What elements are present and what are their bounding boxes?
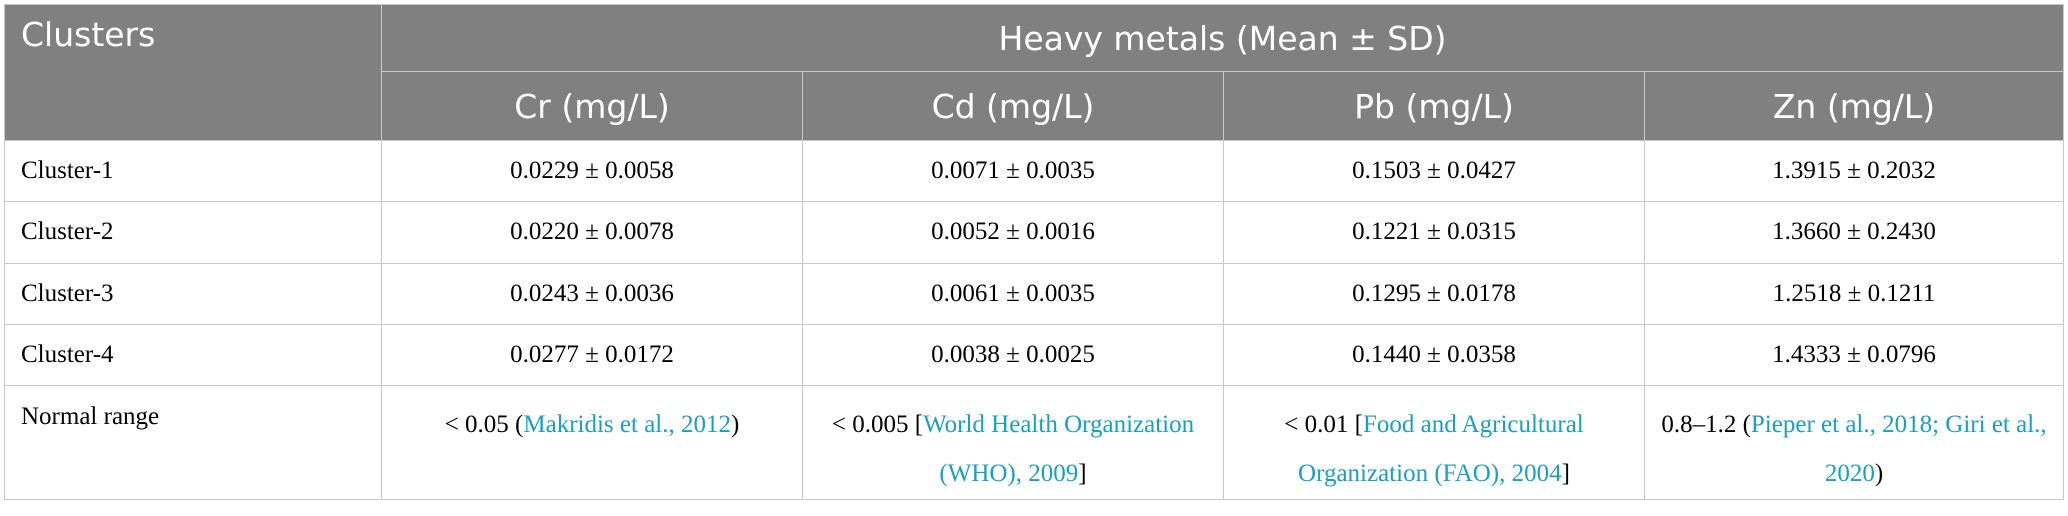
cd-value-cell: 0.0038 ± 0.0025	[802, 323, 1224, 387]
pb-value-cell: 0.1440 ± 0.0358	[1223, 323, 1645, 387]
normal-range-row: Normal range < 0.05 (Makridis et al., 20…	[4, 385, 2064, 500]
cr-column-header: Cr (mg/L)	[381, 71, 803, 141]
table-row: Cluster-4 0.0277 ± 0.0172 0.0038 ± 0.002…	[4, 323, 2064, 387]
cr-normal-range-cell: < 0.05 (Makridis et al., 2012)	[381, 385, 803, 500]
row-label: Cluster-3	[4, 262, 382, 325]
citation-link-makridis[interactable]: Makridis et al., 2012	[523, 411, 731, 439]
cd-normal-range-cell: < 0.005 [World Health Organization (WHO)…	[802, 385, 1224, 500]
range-value: < 0.05 (	[444, 411, 524, 439]
heavy-metals-table: Clusters Heavy metals (Mean ± SD) Cr (mg…	[4, 4, 2064, 500]
heavy-metals-group-header: Heavy metals (Mean ± SD)	[381, 4, 2064, 72]
clusters-column-header: Clusters	[4, 4, 382, 141]
pb-column-header: Pb (mg/L)	[1223, 71, 1645, 141]
cr-value-cell: 0.0220 ± 0.0078	[381, 201, 803, 264]
range-value: < 0.005 [	[831, 411, 924, 439]
cd-value-cell: 0.0052 ± 0.0016	[802, 201, 1224, 264]
range-close: )	[1874, 460, 1884, 488]
zn-value-cell: 1.3660 ± 0.2430	[1644, 201, 2064, 264]
range-close: ]	[1561, 460, 1570, 488]
pb-value-cell: 0.1221 ± 0.0315	[1223, 201, 1645, 264]
pb-normal-range-cell: < 0.01 [Food and Agricultural Organizati…	[1223, 385, 1645, 500]
range-close: ]	[1078, 460, 1087, 488]
range-value: 0.8–1.2 (	[1661, 411, 1751, 439]
zn-value-cell: 1.3915 ± 0.2032	[1644, 139, 2064, 203]
table-row: Cluster-3 0.0243 ± 0.0036 0.0061 ± 0.003…	[4, 262, 2064, 325]
row-label: Normal range	[4, 385, 382, 500]
table-header: Clusters Heavy metals (Mean ± SD) Cr (mg…	[4, 4, 2064, 141]
pb-value-cell: 0.1295 ± 0.0178	[1223, 262, 1645, 325]
heavy-metals-table-container: Clusters Heavy metals (Mean ± SD) Cr (mg…	[4, 4, 2064, 500]
cr-value-cell: 0.0277 ± 0.0172	[381, 323, 803, 387]
cr-value-cell: 0.0229 ± 0.0058	[381, 139, 803, 203]
range-value: < 0.01 [	[1284, 411, 1363, 439]
citation-link-who[interactable]: World Health Organization (WHO), 2009	[923, 411, 1195, 488]
zn-value-cell: 1.4333 ± 0.0796	[1644, 323, 2064, 387]
range-close: )	[730, 411, 740, 439]
citation-link-pieper-giri[interactable]: Pieper et al., 2018; Giri et al., 2020	[1750, 411, 2047, 488]
cd-column-header: Cd (mg/L)	[802, 71, 1224, 141]
pb-value-cell: 0.1503 ± 0.0427	[1223, 139, 1645, 203]
zn-column-header: Zn (mg/L)	[1644, 71, 2064, 141]
cd-value-cell: 0.0071 ± 0.0035	[802, 139, 1224, 203]
row-label: Cluster-1	[4, 139, 382, 203]
zn-normal-range-cell: 0.8–1.2 (Pieper et al., 2018; Giri et al…	[1644, 385, 2064, 500]
cd-value-cell: 0.0061 ± 0.0035	[802, 262, 1224, 325]
citation-link-fao[interactable]: Food and Agricultural Organization (FAO)…	[1298, 411, 1584, 488]
zn-value-cell: 1.2518 ± 0.1211	[1644, 262, 2064, 325]
table-row: Cluster-1 0.0229 ± 0.0058 0.0071 ± 0.003…	[4, 139, 2064, 203]
table-body: Cluster-1 0.0229 ± 0.0058 0.0071 ± 0.003…	[4, 139, 2064, 500]
table-row: Cluster-2 0.0220 ± 0.0078 0.0052 ± 0.001…	[4, 201, 2064, 264]
cr-value-cell: 0.0243 ± 0.0036	[381, 262, 803, 325]
row-label: Cluster-2	[4, 201, 382, 264]
row-label: Cluster-4	[4, 323, 382, 387]
